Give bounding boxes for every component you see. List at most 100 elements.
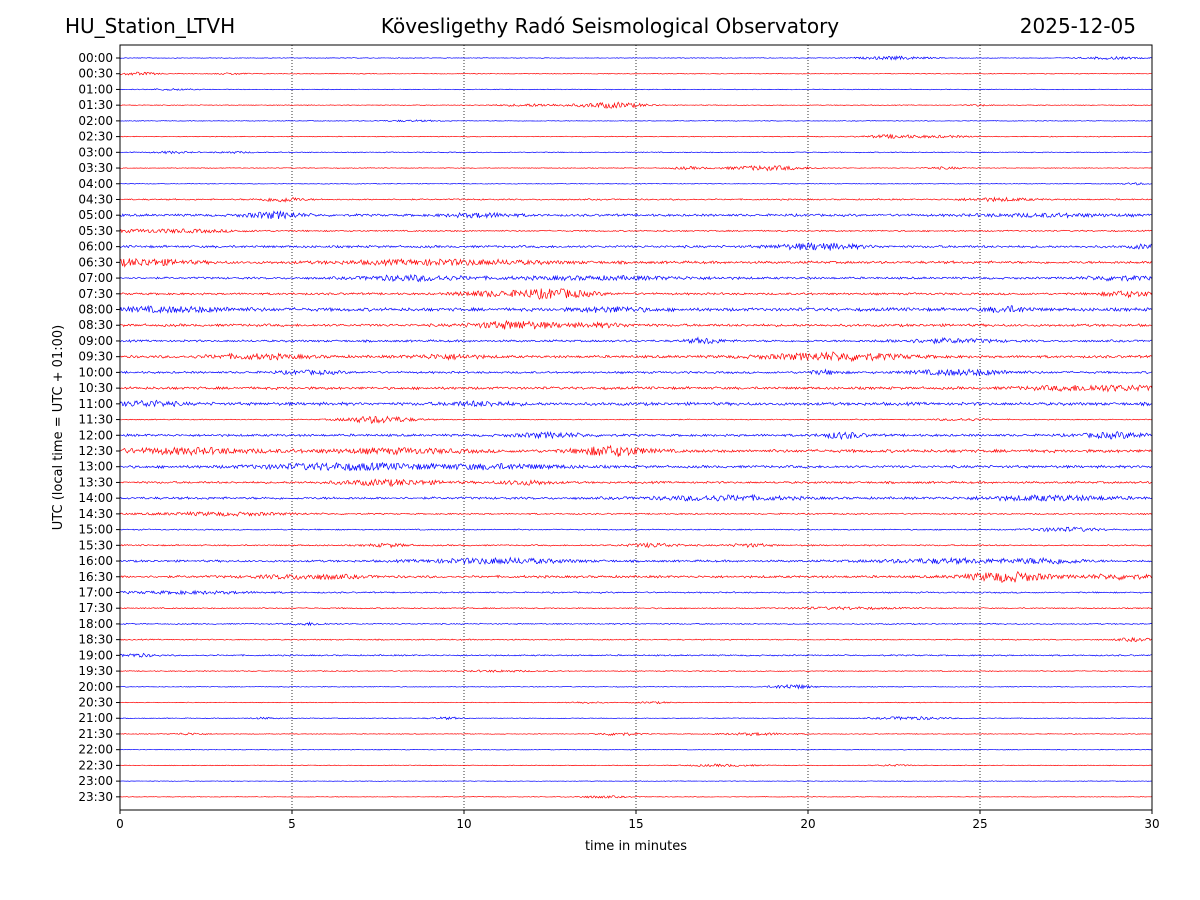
- y-tick-label: 17:30: [78, 601, 113, 615]
- trace-0530: [119, 228, 1153, 234]
- trace-0400: [119, 182, 1153, 186]
- y-tick-label: 18:00: [78, 617, 113, 631]
- y-tick-label: 02:30: [78, 130, 113, 144]
- trace-1900: [119, 652, 1153, 658]
- y-tick-label: 09:00: [78, 334, 113, 348]
- x-tick-label: 10: [456, 817, 471, 831]
- trace-2130: [119, 731, 1153, 737]
- x-tick-label: 25: [972, 817, 987, 831]
- trace-1630: [119, 570, 1153, 583]
- trace-0030: [119, 71, 1153, 76]
- trace-1530: [119, 541, 1153, 549]
- y-tick-label: 15:30: [78, 538, 113, 552]
- x-tick-label: 20: [800, 817, 815, 831]
- y-tick-label: 06:00: [78, 240, 113, 254]
- x-tick-label: 30: [1144, 817, 1159, 831]
- y-tick-label: 06:30: [78, 255, 113, 269]
- x-tick-label: 5: [288, 817, 296, 831]
- trace-1800: [119, 621, 1153, 627]
- trace-1400: [119, 493, 1153, 502]
- y-tick-label: 23:00: [78, 774, 113, 788]
- y-tick-label: 07:30: [78, 287, 113, 301]
- trace-1430: [119, 510, 1153, 517]
- y-tick-label: 05:00: [78, 208, 113, 222]
- seismic-traces: [119, 55, 1153, 799]
- y-tick-label: 20:00: [78, 680, 113, 694]
- y-tick-label: 21:30: [78, 727, 113, 741]
- y-tick-label: 12:00: [78, 428, 113, 442]
- y-tick-label: 22:30: [78, 758, 113, 772]
- trace-0800: [119, 304, 1153, 314]
- y-tick-label: 04:30: [78, 192, 113, 206]
- trace-1500: [119, 526, 1153, 533]
- trace-0200: [119, 119, 1153, 123]
- y-axis-label: UTC (local time = UTC + 01:00): [51, 325, 66, 530]
- trace-2000: [119, 683, 1153, 690]
- x-tick-label: 15: [628, 817, 643, 831]
- trace-0330: [119, 164, 1153, 172]
- y-tick-label: 13:00: [78, 460, 113, 474]
- y-tick-label: 16:00: [78, 554, 113, 568]
- trace-0900: [119, 336, 1153, 345]
- trace-1330: [119, 478, 1153, 488]
- trace-1200: [119, 430, 1153, 441]
- y-tick-label: 02:00: [78, 114, 113, 128]
- trace-0600: [119, 242, 1153, 251]
- y-tick-label: 22:00: [78, 743, 113, 757]
- trace-0500: [119, 210, 1153, 220]
- y-tick-label: 14:30: [78, 507, 113, 521]
- trace-1830: [119, 636, 1153, 643]
- trace-2230: [119, 763, 1153, 768]
- y-tick-label: 11:30: [78, 413, 113, 427]
- y-tick-label: 10:30: [78, 381, 113, 395]
- y-tick-label: 00:30: [78, 67, 113, 81]
- y-tick-label: 01:30: [78, 98, 113, 112]
- y-tick-label: 16:30: [78, 570, 113, 584]
- x-axis-ticks: 0 5 10 15 20 25 30: [116, 810, 1160, 831]
- y-tick-label: 09:30: [78, 350, 113, 364]
- y-tick-label: 14:00: [78, 491, 113, 505]
- trace-0930: [119, 351, 1153, 363]
- y-tick-label: 18:30: [78, 633, 113, 647]
- trace-1600: [119, 556, 1153, 566]
- y-tick-label: 23:30: [78, 790, 113, 804]
- y-tick-label: 07:00: [78, 271, 113, 285]
- trace-2200: [119, 748, 1153, 751]
- trace-0300: [119, 150, 1153, 155]
- trace-2100: [119, 716, 1153, 721]
- trace-0100: [119, 88, 1153, 91]
- y-tick-label: 20:30: [78, 696, 113, 710]
- y-tick-label: 05:30: [78, 224, 113, 238]
- y-tick-label: 08:00: [78, 303, 113, 317]
- trace-1700: [119, 589, 1153, 596]
- y-tick-label: 19:00: [78, 648, 113, 662]
- grid-lines: [291, 45, 981, 810]
- y-tick-label: 21:00: [78, 711, 113, 725]
- observatory-title: Kövesligethy Radó Seismological Observat…: [380, 14, 840, 38]
- trace-1100: [119, 399, 1153, 408]
- trace-0700: [119, 273, 1153, 283]
- trace-1730: [119, 606, 1153, 611]
- y-tick-label: 01:00: [78, 82, 113, 96]
- trace-1130: [119, 415, 1153, 424]
- y-tick-label: 03:30: [78, 161, 113, 175]
- y-tick-label: 12:30: [78, 444, 113, 458]
- y-tick-label: 11:00: [78, 397, 113, 411]
- trace-0630: [119, 257, 1153, 268]
- record-date: 2025-12-05: [1019, 14, 1136, 38]
- trace-0000: [119, 55, 1153, 61]
- y-tick-label: 03:00: [78, 145, 113, 159]
- trace-0730: [119, 288, 1153, 300]
- trace-1230: [119, 444, 1153, 457]
- trace-2030: [119, 700, 1153, 705]
- y-tick-label: 19:30: [78, 664, 113, 678]
- trace-1930: [119, 669, 1153, 673]
- trace-0830: [119, 319, 1153, 330]
- station-name: HU_Station_LTVH: [65, 14, 236, 38]
- y-tick-label: 04:00: [78, 177, 113, 191]
- y-tick-label: 08:30: [78, 318, 113, 332]
- y-tick-label: 10:00: [78, 365, 113, 379]
- y-tick-label: 13:30: [78, 475, 113, 489]
- trace-0430: [119, 196, 1153, 203]
- trace-1300: [119, 461, 1153, 472]
